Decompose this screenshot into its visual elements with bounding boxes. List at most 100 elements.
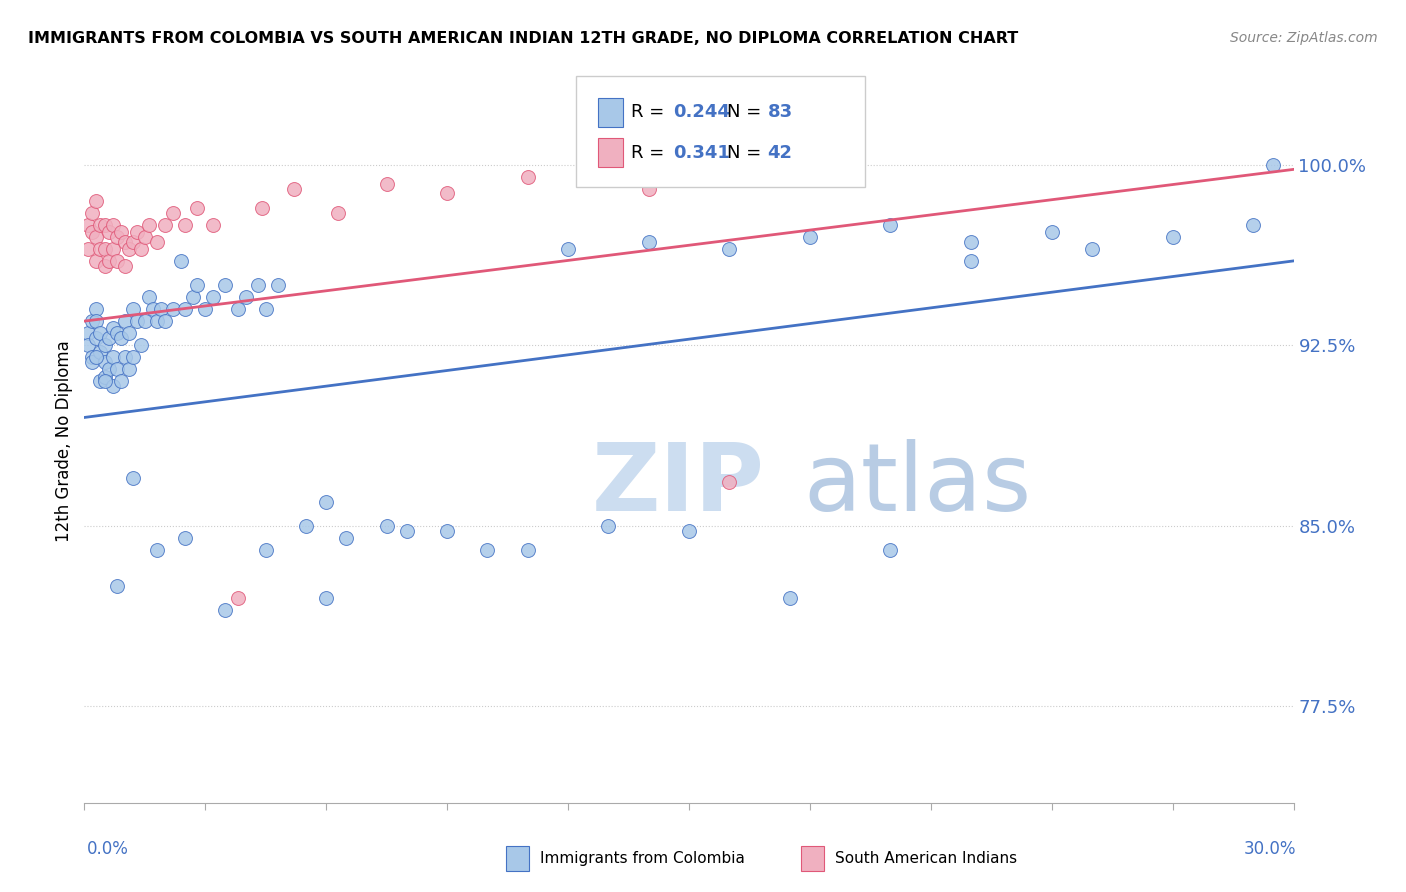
Point [1040, 225, 1063, 239]
Text: 0.341: 0.341 [673, 144, 730, 161]
Point [125, 225, 148, 239]
Point [153, 218, 176, 232]
Point [89, 326, 111, 340]
Point [93, 355, 115, 369]
Point [315, 591, 337, 606]
Point [375, 177, 398, 191]
Point [101, 321, 124, 335]
Point [118, 242, 141, 256]
Point [89, 218, 111, 232]
Point [114, 350, 136, 364]
Point [138, 290, 160, 304]
Point [295, 519, 318, 533]
Point [93, 374, 115, 388]
Point [134, 229, 156, 244]
Point [436, 186, 458, 201]
Point [477, 542, 499, 557]
Point [101, 218, 124, 232]
Point [283, 181, 305, 195]
Point [174, 302, 197, 317]
Point [93, 338, 115, 352]
Point [93, 218, 115, 232]
Text: atlas: atlas [804, 439, 1032, 531]
Point [77, 242, 100, 256]
Point [246, 277, 269, 292]
Point [110, 225, 132, 239]
Point [226, 302, 249, 317]
Point [226, 591, 249, 606]
Point [202, 218, 225, 232]
Text: 0.244: 0.244 [673, 103, 730, 121]
Point [879, 542, 901, 557]
Point [86, 254, 108, 268]
Point [93, 369, 115, 384]
Point [436, 524, 458, 538]
Point [77, 326, 100, 340]
Point [335, 531, 357, 545]
Point [315, 494, 337, 508]
Point [105, 326, 128, 340]
Point [1081, 242, 1104, 256]
Point [77, 218, 100, 232]
Point [86, 194, 108, 208]
Point [879, 218, 901, 232]
Point [1161, 229, 1184, 244]
Point [637, 181, 659, 195]
Point [114, 259, 136, 273]
Point [557, 242, 579, 256]
Point [97, 225, 120, 239]
Point [146, 314, 169, 328]
Point [174, 531, 197, 545]
Point [1241, 218, 1264, 232]
Point [118, 362, 141, 376]
Point [93, 259, 115, 273]
Point [101, 350, 124, 364]
Point [134, 314, 156, 328]
Point [86, 302, 108, 317]
Point [142, 302, 165, 317]
Point [105, 362, 128, 376]
Point [250, 201, 273, 215]
Point [86, 331, 108, 345]
Point [202, 290, 225, 304]
Point [86, 350, 108, 364]
Point [214, 277, 236, 292]
Point [1263, 157, 1285, 171]
Point [105, 229, 128, 244]
Point [678, 524, 700, 538]
Text: N =: N = [727, 144, 766, 161]
Point [77, 338, 100, 352]
Point [598, 519, 620, 533]
Point [97, 362, 120, 376]
Point [194, 302, 217, 317]
Point [181, 290, 204, 304]
Text: R =: R = [631, 103, 671, 121]
Point [960, 254, 983, 268]
Point [637, 235, 659, 249]
Point [146, 542, 169, 557]
Text: 0.0%: 0.0% [87, 840, 129, 858]
Point [89, 374, 111, 388]
Point [121, 302, 143, 317]
Point [395, 524, 418, 538]
Text: 83: 83 [768, 103, 793, 121]
Point [146, 235, 169, 249]
Point [101, 379, 124, 393]
Point [125, 314, 148, 328]
Point [254, 302, 277, 317]
Point [214, 603, 236, 617]
Point [121, 470, 143, 484]
Text: 30.0%: 30.0% [1244, 840, 1296, 858]
Point [89, 345, 111, 359]
Point [101, 242, 124, 256]
Point [82, 205, 104, 219]
Point [186, 277, 208, 292]
Text: Source: ZipAtlas.com: Source: ZipAtlas.com [1230, 31, 1378, 45]
Point [162, 205, 184, 219]
Point [82, 225, 104, 239]
Point [97, 331, 120, 345]
Point [114, 314, 136, 328]
Point [82, 314, 104, 328]
Point [149, 302, 172, 317]
Point [105, 254, 128, 268]
